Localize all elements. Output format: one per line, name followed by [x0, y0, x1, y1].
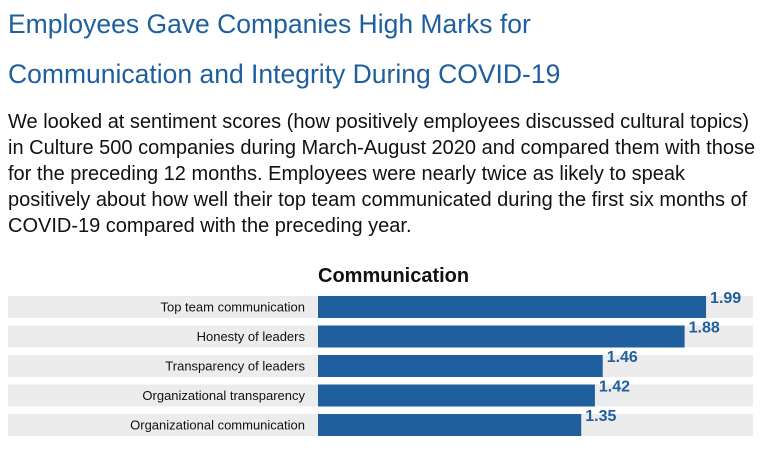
category-label: Transparency of leaders	[165, 359, 305, 374]
category-label: Organizational communication	[130, 418, 305, 433]
bar	[318, 384, 595, 407]
chart-heading-line-2: Communication and Integrity During COVID…	[8, 59, 561, 89]
value-label: 1.42	[599, 379, 630, 396]
category-label: Organizational transparency	[142, 388, 305, 403]
value-label: 1.99	[710, 290, 741, 307]
category-label: Top team communication	[160, 300, 305, 315]
value-label: 1.46	[607, 349, 638, 366]
value-label: 1.35	[585, 408, 616, 425]
bar	[318, 414, 582, 436]
bar	[318, 355, 603, 377]
chart-title: Communication	[318, 265, 470, 287]
bar	[318, 325, 685, 348]
category-label: Honesty of leaders	[197, 329, 306, 344]
bar	[318, 296, 707, 318]
bar-chart: Top team communication 1.99 Honesty of lea…	[8, 290, 753, 436]
value-label: 1.88	[689, 320, 720, 337]
chart-description: We looked at sentiment scores (how posit…	[8, 111, 756, 237]
chart-heading-line-1: Employees Gave Companies High Marks for	[8, 9, 531, 39]
